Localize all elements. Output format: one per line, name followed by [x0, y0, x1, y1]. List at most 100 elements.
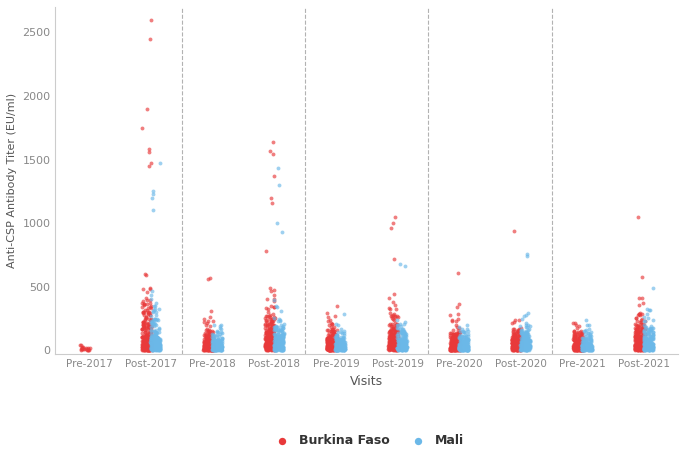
Point: [385, 336, 396, 344]
Point: [269, 331, 279, 339]
Point: [146, 312, 157, 319]
Point: [262, 341, 273, 348]
Point: [209, 346, 220, 353]
Point: [634, 336, 645, 344]
Point: [645, 345, 656, 353]
Point: [203, 327, 214, 334]
Point: [518, 312, 529, 319]
Point: [571, 342, 582, 349]
Point: [640, 340, 651, 347]
Point: [386, 337, 397, 344]
Point: [327, 343, 338, 350]
Point: [273, 343, 284, 350]
Point: [269, 338, 280, 345]
Point: [395, 345, 406, 352]
Point: [392, 346, 403, 354]
Point: [142, 346, 153, 354]
Point: [138, 345, 149, 352]
Point: [385, 345, 396, 353]
Point: [569, 346, 580, 354]
Point: [325, 342, 336, 349]
Point: [522, 329, 533, 336]
Point: [274, 343, 285, 350]
Point: [139, 342, 150, 350]
Point: [207, 346, 218, 354]
Point: [154, 343, 165, 350]
Point: [201, 335, 212, 342]
Point: [449, 344, 460, 351]
Point: [384, 341, 395, 348]
Point: [571, 342, 582, 349]
Point: [635, 346, 646, 354]
Point: [275, 346, 286, 353]
Point: [580, 326, 591, 334]
Point: [335, 345, 346, 352]
Point: [454, 340, 465, 347]
Point: [396, 344, 407, 351]
Point: [513, 345, 524, 353]
Point: [272, 337, 283, 344]
Point: [451, 330, 462, 337]
Point: [269, 340, 279, 347]
Point: [518, 330, 529, 337]
Point: [512, 341, 523, 349]
Point: [571, 345, 582, 352]
Point: [458, 345, 469, 352]
Point: [208, 336, 219, 343]
Point: [634, 342, 645, 349]
Point: [582, 342, 593, 349]
Point: [148, 336, 159, 344]
Point: [508, 338, 519, 345]
Point: [397, 335, 408, 342]
Point: [145, 302, 156, 309]
Point: [265, 325, 276, 332]
Point: [386, 341, 397, 348]
Point: [330, 346, 341, 353]
Point: [137, 346, 148, 354]
Point: [635, 334, 646, 341]
Point: [138, 346, 149, 353]
Point: [575, 327, 586, 335]
Point: [642, 345, 653, 352]
Point: [514, 339, 525, 346]
Point: [323, 344, 334, 351]
Point: [573, 346, 584, 353]
Point: [214, 340, 225, 347]
Point: [449, 339, 460, 346]
Point: [275, 321, 286, 329]
Point: [151, 335, 162, 342]
Point: [512, 344, 523, 351]
Point: [260, 329, 271, 336]
Point: [145, 336, 155, 344]
Point: [395, 342, 406, 350]
Point: [148, 332, 159, 339]
Point: [151, 330, 162, 337]
Point: [647, 340, 658, 348]
Point: [272, 323, 283, 331]
Point: [140, 314, 151, 321]
Point: [335, 346, 346, 353]
Point: [578, 336, 589, 343]
Point: [445, 346, 456, 353]
Point: [512, 336, 523, 343]
Point: [446, 343, 457, 350]
Point: [207, 346, 218, 353]
Point: [517, 339, 528, 346]
Point: [461, 343, 472, 350]
Point: [635, 337, 646, 345]
Point: [137, 320, 148, 327]
Point: [451, 345, 462, 352]
Point: [270, 344, 281, 351]
Point: [262, 323, 273, 330]
Point: [509, 319, 520, 326]
Point: [453, 340, 464, 348]
Point: [448, 342, 459, 349]
Point: [638, 345, 649, 352]
Point: [273, 341, 284, 349]
Point: [215, 329, 226, 336]
Point: [451, 339, 462, 346]
Point: [524, 342, 535, 350]
Point: [575, 336, 586, 344]
Point: [644, 336, 655, 343]
Point: [514, 341, 525, 348]
